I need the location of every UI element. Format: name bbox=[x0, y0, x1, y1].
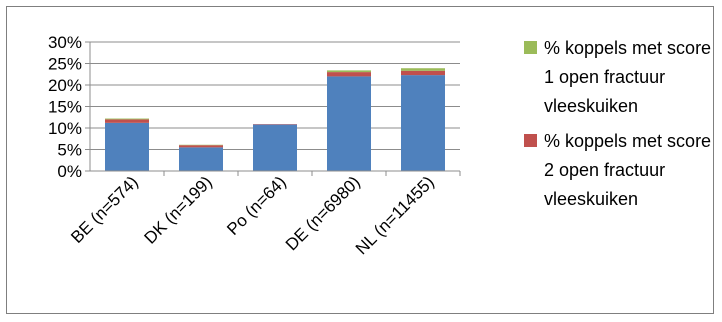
x-axis: BE (n=574)DK (n=199) Po (n=64)DE (n=6980)… bbox=[67, 170, 461, 258]
y-tick-label: 30% bbox=[48, 33, 82, 52]
y-tick-label: 10% bbox=[48, 119, 82, 138]
y-axis: 0% 5% 10% 15% 20% 25% 30% bbox=[48, 33, 91, 181]
y-tick-label: 25% bbox=[48, 55, 82, 74]
bar-segment bbox=[327, 70, 371, 73]
bar-segment bbox=[327, 76, 371, 171]
bar-segment bbox=[253, 124, 297, 171]
y-tick-label: 15% bbox=[48, 98, 82, 117]
legend-swatch bbox=[524, 134, 537, 147]
x-tick-label: Po (n=64) bbox=[223, 172, 290, 239]
x-tick-label: DE (n=6980) bbox=[282, 172, 364, 254]
legend-label: % koppels met score 2 open fractuur vlee… bbox=[544, 131, 712, 209]
bar-segment bbox=[179, 147, 223, 171]
x-tick-label: NL (n=11455) bbox=[352, 172, 438, 258]
bar-segment bbox=[401, 75, 445, 171]
y-tick-label: 20% bbox=[48, 76, 82, 95]
bar-segment bbox=[105, 122, 149, 171]
bar-segment bbox=[401, 70, 445, 76]
legend-item: % koppels met score 2 open fractuur vlee… bbox=[524, 127, 712, 214]
bar-segment bbox=[179, 145, 223, 148]
x-tick-label: DK (n=199) bbox=[141, 172, 216, 247]
bar-segment bbox=[401, 68, 445, 71]
x-tick-label: BE (n=574) bbox=[67, 172, 142, 247]
legend-item: % koppels met score 1 open fractuur vlee… bbox=[524, 34, 712, 121]
legend-label: % koppels met score 1 open fractuur vlee… bbox=[544, 38, 712, 116]
bar-segment bbox=[105, 119, 149, 123]
bar-segment bbox=[105, 118, 149, 120]
bar-segment bbox=[327, 72, 371, 77]
y-tick-label: 5% bbox=[57, 141, 82, 160]
bars bbox=[105, 68, 445, 171]
legend-swatch bbox=[524, 41, 537, 54]
legend: % koppels met score 1 open fractuur vlee… bbox=[524, 34, 712, 220]
y-tick-label: 0% bbox=[57, 162, 82, 181]
